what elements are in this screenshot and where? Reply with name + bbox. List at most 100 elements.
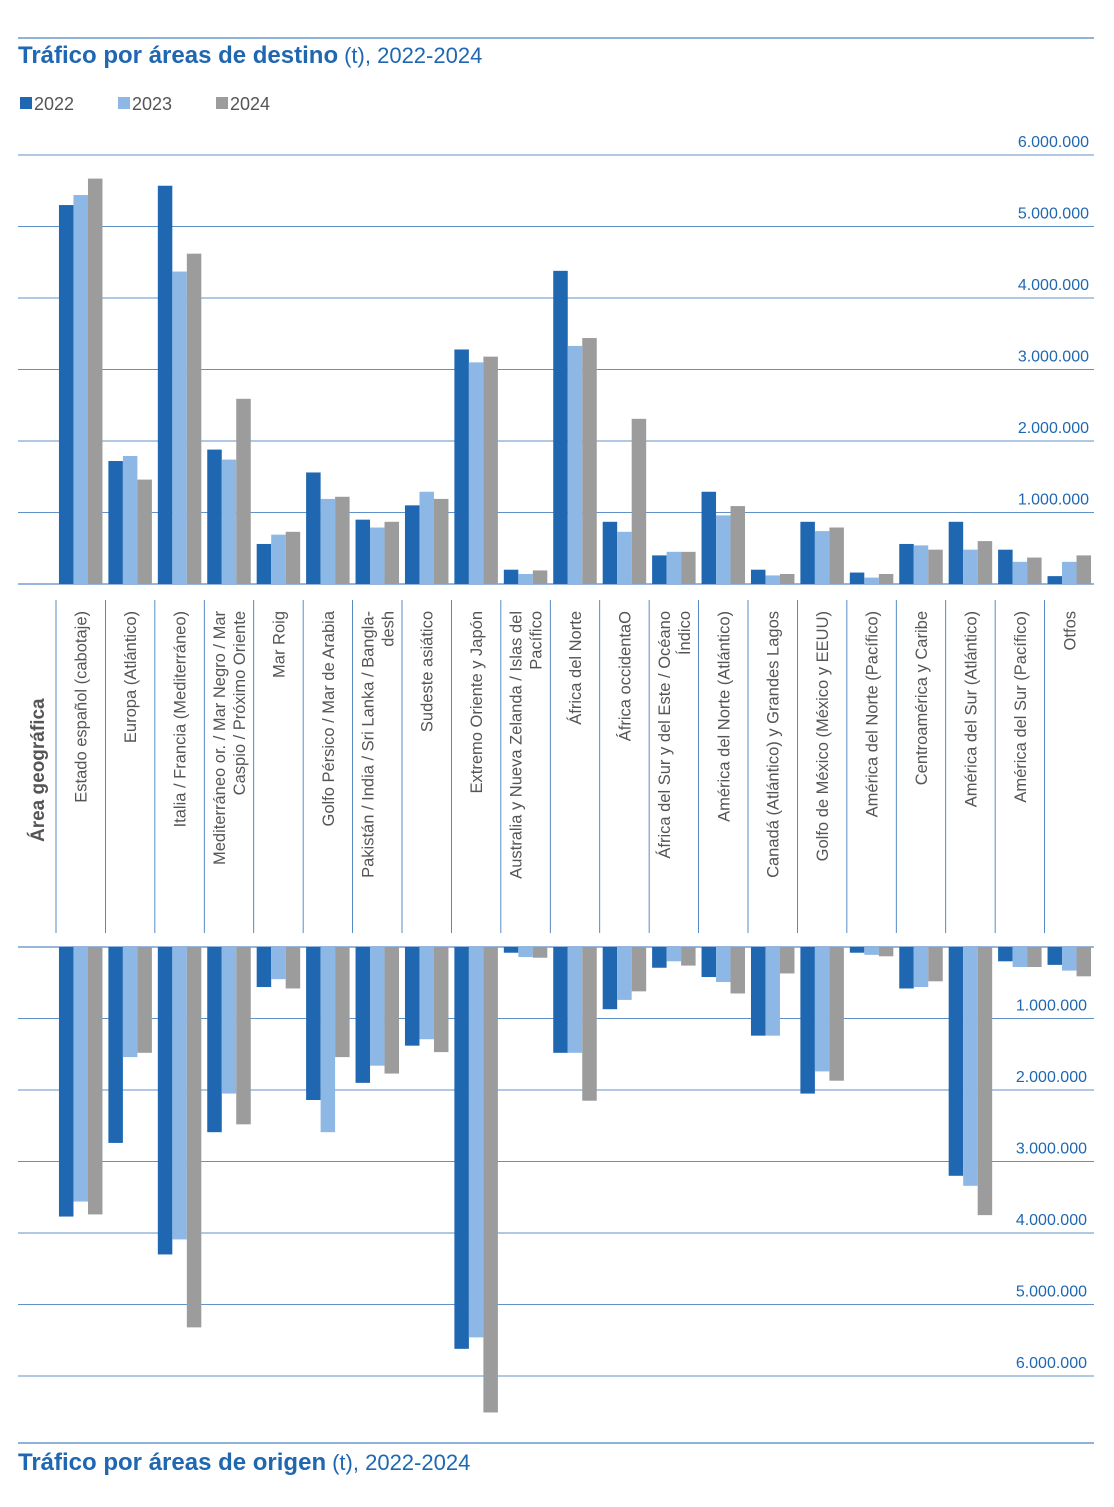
bottom-bar-2024 (1027, 947, 1042, 968)
bottom-bar-2022 (750, 947, 766, 1036)
bottom-bar-2023 (468, 947, 484, 1338)
category-label: Índico (675, 611, 694, 655)
category-label: África del Norte (566, 611, 585, 725)
bottom-bar-2022 (256, 947, 272, 988)
bottom-bar-2023 (1012, 947, 1028, 968)
top-y-tick-label: 5.000.000 (1018, 206, 1089, 223)
bottom-bar-2022 (602, 947, 618, 1010)
bottom-bar-2024 (87, 947, 103, 1215)
top-bar-2022 (1047, 576, 1063, 584)
top-bar-2024 (681, 551, 696, 584)
top-bar-2023 (320, 498, 336, 584)
bottom-bar-2023 (567, 947, 583, 1053)
bottom-bar-2024 (433, 947, 449, 1053)
top-bar-2023 (1012, 561, 1028, 584)
bottom-bar-2022 (998, 947, 1013, 962)
bar-layer (58, 178, 1092, 1413)
legend-label-2024: 2024 (230, 94, 270, 114)
category-label: Extremo Oriente y Japón (468, 611, 486, 794)
bottom-bar-2023 (765, 947, 780, 1036)
bottom-bar-2023 (73, 947, 88, 1202)
bottom-bar-2024 (779, 947, 795, 974)
top-bar-2024 (1027, 557, 1042, 584)
top-bar-2022 (58, 205, 74, 585)
axis-title-area: Área geográfica (27, 698, 49, 842)
top-bar-2022 (108, 461, 123, 584)
category-label: América del Sur (Pacífico) (1012, 611, 1030, 803)
top-bar-2022 (800, 521, 815, 584)
legend-swatch-2024 (216, 97, 228, 109)
bottom-bar-2023 (864, 947, 879, 955)
bottom-y-tick-label: 6.000.000 (1016, 1355, 1087, 1372)
top-y-tick-label: 6.000.000 (1018, 134, 1089, 151)
bottom-y-tick-label: 2.000.000 (1016, 1069, 1087, 1086)
bottom-y-tick-label: 4.000.000 (1016, 1212, 1087, 1229)
top-bar-2024 (137, 479, 152, 584)
bottom-y-tick-label: 1.000.000 (1016, 998, 1087, 1015)
category-label: América del Norte (Pacífico) (864, 611, 882, 817)
top-bar-2024 (878, 573, 894, 584)
top-bar-2023 (716, 515, 731, 584)
top-bar-2024 (186, 253, 202, 585)
bottom-bar-2023 (370, 947, 385, 1066)
top-bar-2022 (899, 543, 914, 584)
top-bar-2023 (468, 362, 484, 584)
legend: 2022 2023 2024 (20, 94, 270, 114)
bottom-bar-2022 (404, 947, 420, 1046)
top-bar-2024 (483, 356, 498, 584)
bottom-bar-2024 (928, 947, 943, 982)
top-bar-2024 (87, 178, 103, 584)
bottom-bar-2023 (814, 947, 830, 1072)
bottom-y-tick-label: 3.000.000 (1016, 1141, 1087, 1158)
top-bar-2023 (963, 549, 978, 584)
top-bar-2023 (666, 551, 682, 584)
top-bar-2023 (419, 491, 434, 584)
legend-label-2022: 2022 (34, 94, 74, 114)
legend-swatch-2022 (20, 97, 32, 109)
top-bar-2024 (928, 549, 943, 584)
top-bar-2024 (631, 418, 647, 584)
top-y-tick-label: 1.000.000 (1018, 492, 1089, 509)
bottom-bar-2023 (963, 947, 978, 1186)
legend-swatch-2023 (118, 97, 130, 109)
top-bar-2024 (285, 531, 301, 584)
top-y-tick-label: 3.000.000 (1018, 349, 1089, 366)
bottom-bar-2022 (1047, 947, 1063, 965)
category-label: Sudeste asiático (419, 611, 437, 732)
top-bar-2024 (582, 338, 597, 584)
category-label: Australia y Nueva Zelanda / Islas del (508, 611, 526, 879)
bottom-title-suffix: (t), 2022-2024 (332, 1450, 470, 1475)
bottom-bar-2024 (137, 947, 152, 1053)
top-bar-2024 (236, 398, 251, 584)
category-label: Centroamérica y Caribe (913, 611, 931, 785)
top-bar-2023 (172, 271, 187, 584)
bottom-bar-2024 (582, 947, 597, 1101)
bottom-bar-2023 (419, 947, 434, 1040)
top-bar-2022 (849, 572, 865, 584)
category-label: Caspio / Próximo Oriente (231, 611, 249, 795)
top-bar-2024 (1076, 555, 1092, 584)
bottom-bar-2024 (532, 947, 548, 958)
top-bar-2022 (306, 472, 321, 584)
top-bar-2023 (617, 531, 632, 584)
bottom-bar-2022 (652, 947, 667, 968)
top-bar-2023 (221, 459, 237, 584)
bottom-bar-2023 (617, 947, 632, 1000)
category-label: África occidentaO (615, 611, 634, 741)
top-bar-2024 (335, 496, 350, 584)
bottom-bar-2024 (878, 947, 894, 957)
top-bar-2024 (829, 527, 844, 584)
bottom-bar-2022 (899, 947, 914, 989)
category-label: desh (379, 611, 397, 647)
top-bar-2022 (256, 543, 272, 584)
top-bar-2022 (998, 549, 1013, 584)
bottom-bar-2023 (666, 947, 682, 962)
category-label: Otfos (1061, 611, 1079, 650)
bottom-bar-2023 (172, 947, 187, 1240)
top-bar-2023 (271, 534, 286, 584)
bottom-bar-2022 (503, 947, 519, 953)
category-label: Europa (Atlántico) (122, 611, 140, 743)
bottom-chart-title: Tráfico por áreas de origen (t), 2022-202… (18, 1449, 470, 1476)
top-bar-2022 (750, 569, 766, 584)
